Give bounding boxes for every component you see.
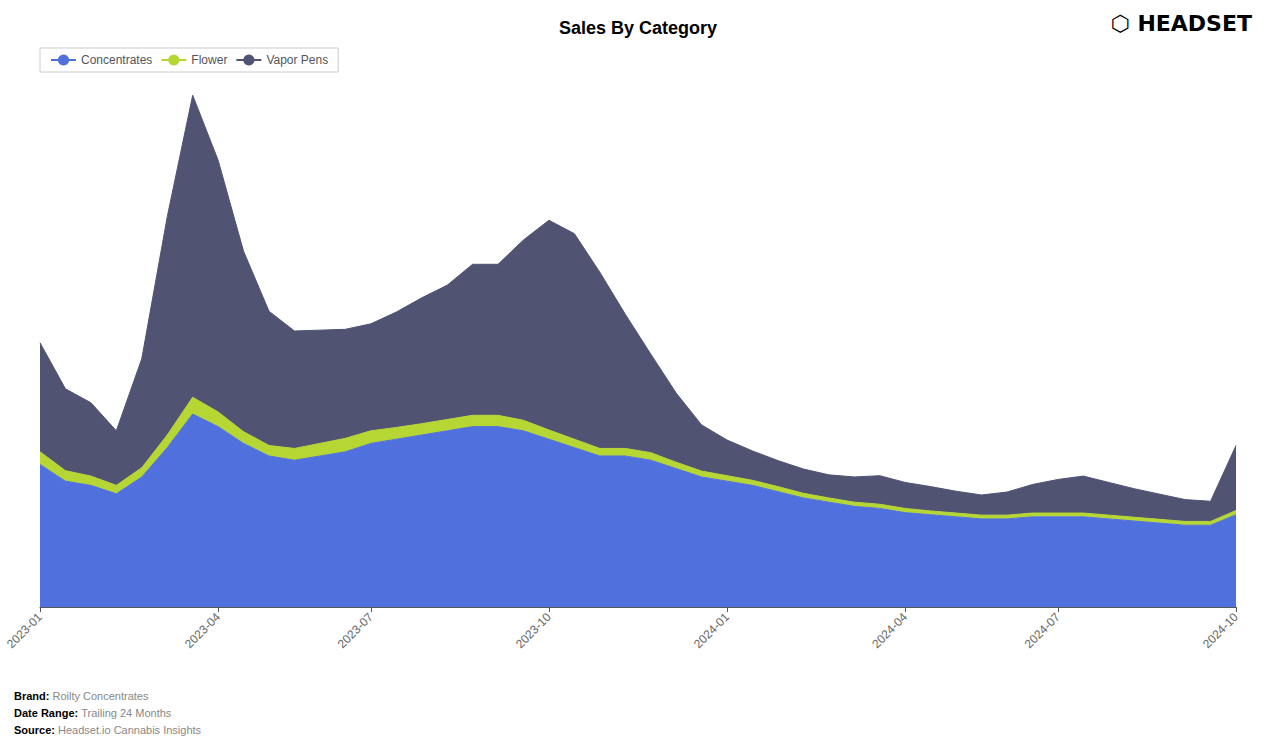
svg-text:2023-04: 2023-04 <box>182 610 223 651</box>
svg-text:2023-07: 2023-07 <box>335 610 376 651</box>
svg-text:2023-10: 2023-10 <box>513 610 554 651</box>
svg-text:Brand:: Brand: <box>14 690 49 702</box>
svg-text:2024-04: 2024-04 <box>869 610 910 651</box>
svg-text:Trailing 24 Months: Trailing 24 Months <box>81 707 172 719</box>
svg-text:Source:: Source: <box>14 724 55 736</box>
svg-text:Concentrates: Concentrates <box>81 53 152 67</box>
svg-text:2024-01: 2024-01 <box>691 610 732 651</box>
svg-text:Date Range:: Date Range: <box>14 707 78 719</box>
svg-text:2024-10: 2024-10 <box>1200 610 1241 651</box>
svg-text:Flower: Flower <box>191 53 227 67</box>
svg-text:Headset.io Cannabis Insights: Headset.io Cannabis Insights <box>58 724 202 736</box>
svg-text:Roilty Concentrates: Roilty Concentrates <box>53 690 149 702</box>
svg-text:Sales By Category: Sales By Category <box>559 18 717 38</box>
svg-text:⬡ HEADSET: ⬡ HEADSET <box>1111 11 1252 36</box>
svg-text:2024-07: 2024-07 <box>1022 610 1063 651</box>
svg-text:Vapor Pens: Vapor Pens <box>266 53 328 67</box>
svg-text:2023-01: 2023-01 <box>4 610 45 651</box>
